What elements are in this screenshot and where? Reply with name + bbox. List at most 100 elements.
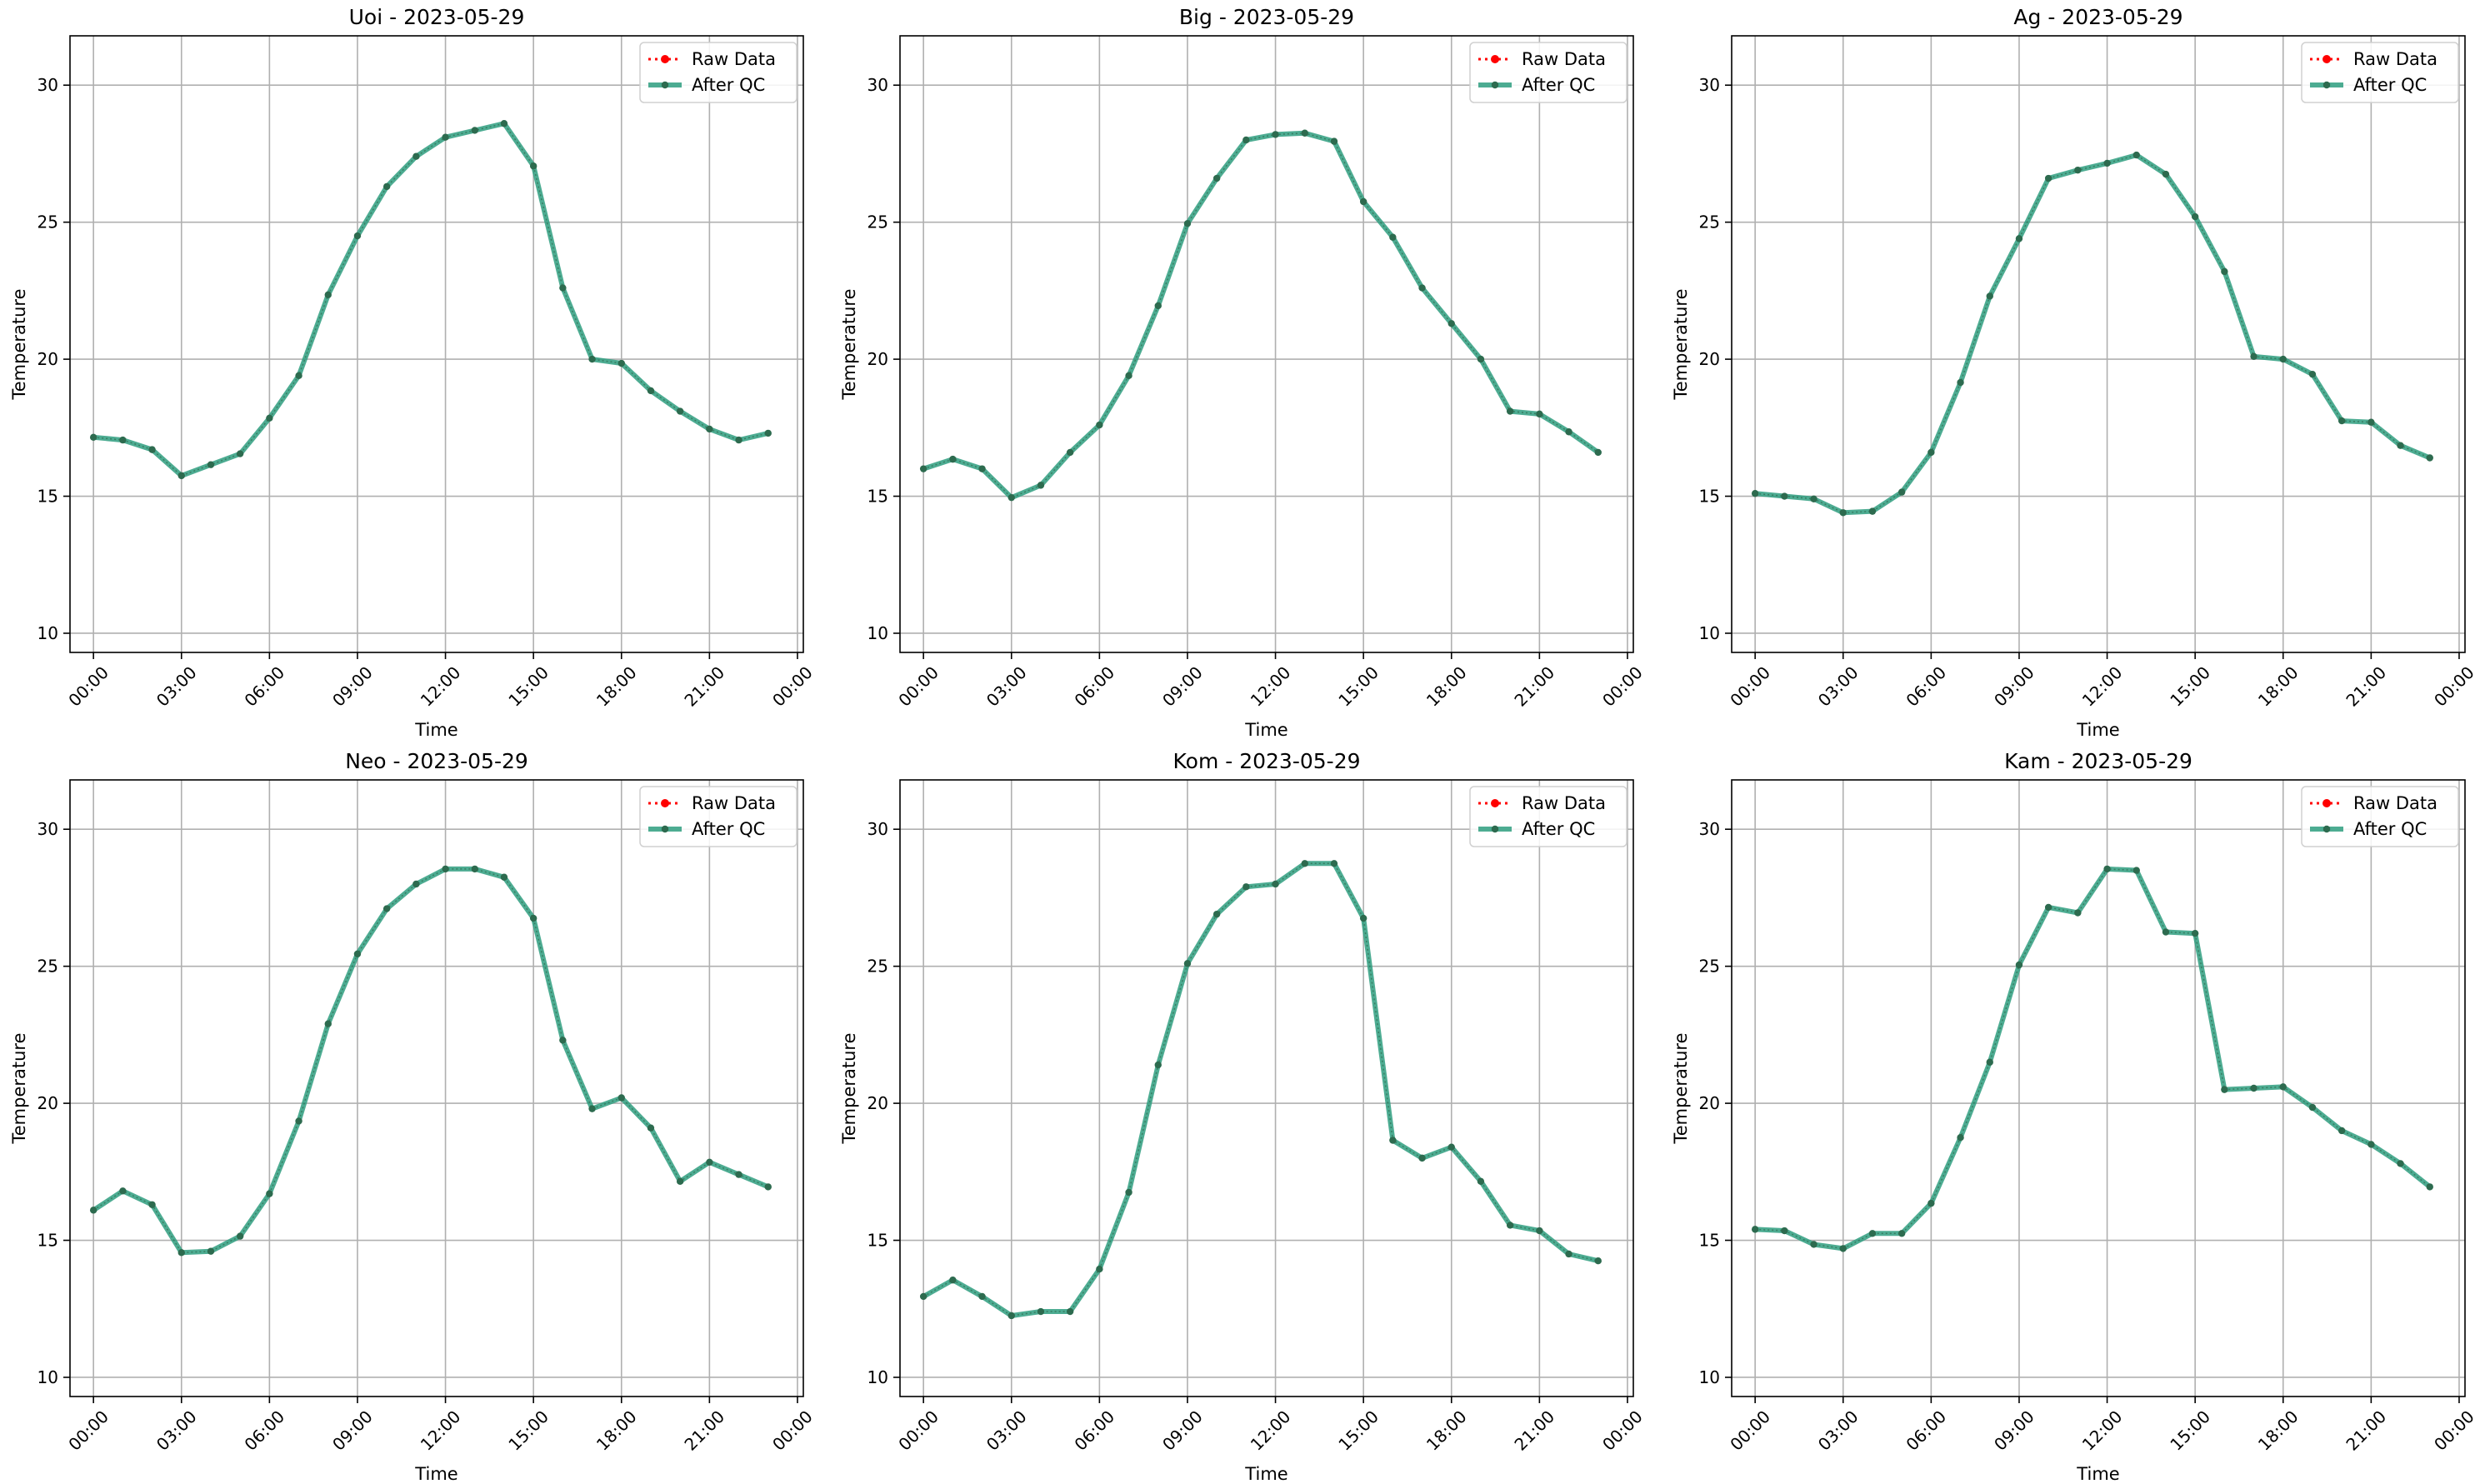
after-qc-point — [1330, 137, 1338, 145]
chart-panel: 10 15 20 25 30 00:00 03:00 06:00 09:00 12:00 15:00… — [9, 5, 817, 740]
x-tick-label: 09:00 — [1990, 662, 2038, 711]
after-qc-point — [735, 436, 742, 444]
x-tick-label: 00:00 — [64, 662, 112, 711]
after-qc-point — [236, 450, 244, 457]
x-tick-label: 03:00 — [982, 1407, 1031, 1455]
y-tick-label: 30 — [1699, 75, 1720, 95]
after-qc-point — [2368, 1141, 2375, 1148]
x-tick-label: 09:00 — [328, 1407, 377, 1455]
y-tick-label: 30 — [38, 819, 58, 839]
x-tick-label: 12:00 — [417, 1407, 465, 1455]
axes-frame — [899, 35, 1634, 653]
legend: Raw Data After QC — [1469, 42, 1628, 103]
after-qc-point — [1898, 1230, 1906, 1237]
legend-raw-marker — [661, 799, 669, 807]
x-tick-label: 09:00 — [328, 662, 377, 711]
after-qc-point — [1594, 1257, 1602, 1265]
legend-raw-marker — [2322, 799, 2331, 807]
y-tick-label: 20 — [38, 349, 58, 369]
series-line-raw-data — [1755, 868, 2431, 1250]
chart-title: Ag - 2023-05-29 — [2013, 5, 2182, 29]
after-qc-point — [207, 461, 215, 468]
after-qc-point — [919, 1292, 928, 1301]
after-qc-point — [89, 1207, 98, 1214]
after-qc-point — [1037, 1307, 1045, 1316]
x-tick-label: 18:00 — [1422, 1407, 1471, 1455]
series-line-raw-data — [922, 132, 1599, 499]
after-qc-point — [2191, 929, 2199, 937]
x-tick-label: 12:00 — [2078, 662, 2127, 711]
after-qc-point — [382, 182, 391, 191]
y-tick-label: 25 — [38, 957, 58, 977]
y-axis-label: Temperature — [9, 288, 29, 400]
axes-frame — [69, 35, 804, 653]
after-qc-point — [1359, 914, 1368, 922]
y-tick-label: 15 — [38, 487, 58, 507]
y-axis-label: Temperature — [1671, 1032, 1691, 1144]
x-tick-label: 00:00 — [64, 1407, 112, 1455]
after-qc-point — [1751, 1226, 1759, 1233]
x-axis-label: Time — [414, 1464, 458, 1484]
x-tick-label: 21:00 — [2342, 662, 2390, 711]
x-tick-label: 00:00 — [2430, 662, 2478, 711]
x-axis-label: Time — [1244, 720, 1288, 740]
after-qc-point — [1868, 507, 1877, 515]
after-qc-point — [2103, 159, 2111, 167]
legend-qc-marker — [2322, 81, 2331, 89]
after-qc-point — [207, 1247, 215, 1255]
series-line-raw-data — [922, 862, 1598, 1317]
after-qc-point — [1868, 1230, 1877, 1237]
after-qc-point — [442, 865, 449, 873]
x-tick-label: 00:00 — [1598, 1407, 1647, 1455]
after-qc-point — [1565, 428, 1572, 436]
legend: Raw Data After QC — [2301, 42, 2459, 103]
after-qc-point — [2426, 454, 2433, 462]
after-qc-point — [1506, 1222, 1514, 1229]
after-qc-point — [89, 433, 98, 442]
x-tick-label: 03:00 — [152, 1407, 201, 1455]
x-tick-label: 06:00 — [240, 1407, 288, 1455]
after-qc-point — [588, 355, 596, 363]
legend-qc-marker — [1491, 81, 1499, 89]
after-qc-point — [2044, 903, 2052, 912]
x-tick-label: 00:00 — [894, 1407, 942, 1455]
x-tick-label: 09:00 — [1158, 662, 1207, 711]
y-tick-label: 15 — [1699, 487, 1720, 507]
y-tick-label: 20 — [868, 1093, 888, 1113]
chart-panel: 10 15 20 25 30 00:00 03:00 06:00 09:00 12:00 15:00… — [1671, 5, 2478, 740]
after-qc-point — [2221, 267, 2228, 276]
axes-frame — [899, 779, 1634, 1397]
series-line-after-qc — [92, 121, 769, 478]
y-tick-label: 15 — [38, 1231, 58, 1251]
after-qc-point — [119, 1187, 127, 1195]
after-qc-point — [1957, 378, 1964, 387]
x-axis-label: Time — [2076, 1464, 2119, 1484]
y-axis-label: Temperature — [1671, 288, 1691, 400]
legend-raw-marker — [1491, 55, 1499, 63]
x-axis-label: Time — [414, 720, 458, 740]
x-tick-label: 15:00 — [504, 1407, 552, 1455]
x-tick-label: 03:00 — [1814, 662, 1862, 711]
chart-panel: 10 15 20 25 30 00:00 03:00 06:00 09:00 12:00 15:00… — [1671, 749, 2478, 1484]
after-qc-point — [764, 1183, 772, 1191]
legend-label-raw: Raw Data — [692, 793, 776, 813]
y-tick-label: 20 — [868, 349, 888, 369]
chart-title: Uoi - 2023-05-29 — [349, 5, 525, 29]
legend-qc-marker — [2322, 825, 2331, 833]
y-tick-label: 15 — [1699, 1231, 1720, 1251]
y-tick-label: 25 — [868, 212, 888, 232]
after-qc-point — [1154, 302, 1162, 310]
x-tick-label: 06:00 — [240, 662, 288, 711]
legend-label-qc: After QC — [1522, 819, 1595, 839]
after-qc-point — [1008, 493, 1015, 502]
after-qc-point — [647, 1124, 655, 1132]
legend-label-raw: Raw Data — [2353, 49, 2438, 69]
y-tick-label: 10 — [1699, 1367, 1720, 1387]
legend-raw-marker — [1491, 799, 1499, 807]
x-tick-label: 18:00 — [2254, 662, 2302, 711]
chart-panel: 10 15 20 25 30 00:00 03:00 06:00 09:00 12:00 15:00… — [9, 749, 817, 1484]
axes-frame — [69, 779, 804, 1397]
after-qc-point — [353, 232, 362, 240]
x-tick-label: 12:00 — [2078, 1407, 2127, 1455]
x-tick-label: 12:00 — [1247, 1407, 1295, 1455]
